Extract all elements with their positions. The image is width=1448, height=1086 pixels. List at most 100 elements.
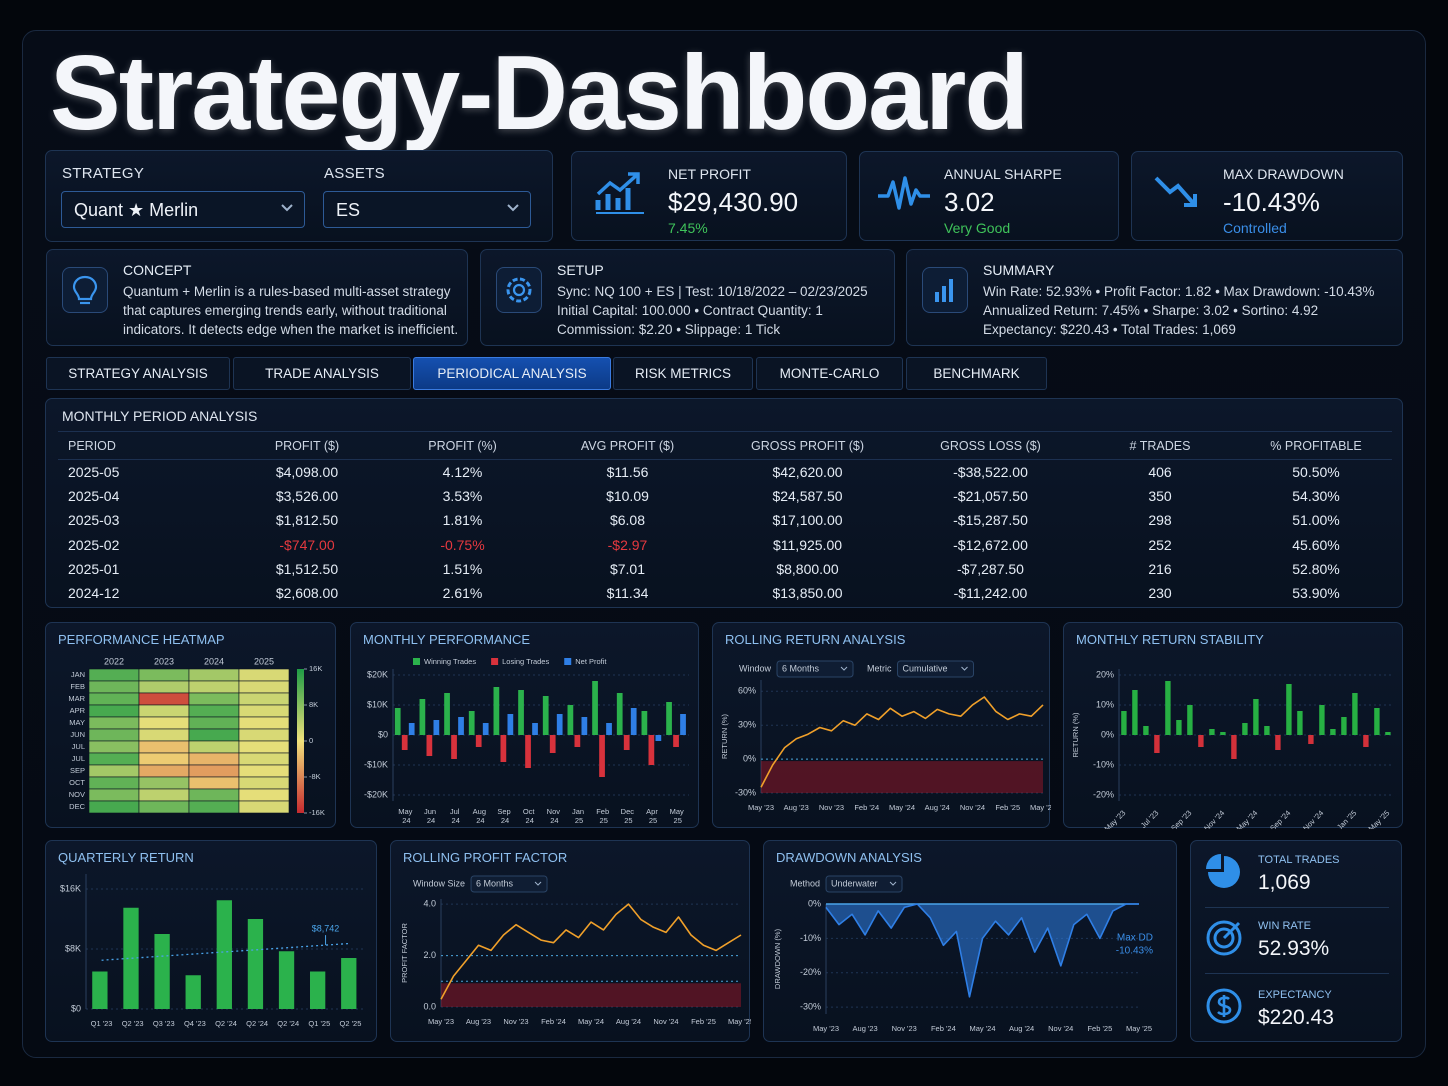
chart: 0% -10% -20% -30% DRAWDOWN (%) Method Underwat… bbox=[773, 875, 1153, 1033]
bar bbox=[1253, 699, 1259, 735]
table-cell: -$747.00 bbox=[279, 536, 335, 553]
table-cell: $11.56 bbox=[606, 463, 649, 480]
bar bbox=[1121, 711, 1127, 735]
heat-cell bbox=[88, 716, 140, 730]
x-tick-label: Nov '24 bbox=[1202, 808, 1226, 829]
table-cell: 2025-01 bbox=[68, 560, 120, 577]
table-cell: 45.60% bbox=[1292, 536, 1340, 553]
table-row: 2025-05 $4,098.00 4.12% $11.56 $42,620.00 -$3… bbox=[58, 460, 1392, 484]
column-header: PROFIT (%) bbox=[384, 431, 541, 460]
assets-dropdown[interactable]: ES bbox=[323, 191, 531, 228]
control-label: Window bbox=[739, 663, 772, 673]
kpi-card: ANNUAL SHARPE 3.02 Very Good bbox=[859, 151, 1119, 241]
tab[interactable]: TRADE ANALYSIS bbox=[233, 357, 411, 390]
kpi-note: Controlled bbox=[1223, 220, 1287, 236]
strategy-dropdown[interactable]: Quant ★ Merlin bbox=[61, 191, 305, 228]
bar bbox=[1176, 720, 1182, 735]
x-tick-label: Nov '23 bbox=[819, 803, 844, 812]
bulb-icon bbox=[72, 275, 98, 305]
chart-panel: ROLLING PROFIT FACTOR 4.0 2.0 0.0 PROFIT FAC… bbox=[390, 840, 751, 1042]
divider bbox=[1205, 907, 1389, 908]
bar bbox=[458, 717, 464, 735]
x-tick-label: Feb '25 bbox=[691, 1017, 716, 1026]
control-dropdown[interactable] bbox=[897, 660, 975, 678]
heat-cell bbox=[188, 728, 240, 742]
period-table: PERIOD PROFIT ($) PROFIT (%) AVG PROFIT ($)… bbox=[58, 431, 1392, 605]
stat-label: EXPECTANCY bbox=[1258, 989, 1332, 1001]
icon-box bbox=[922, 267, 968, 313]
bar bbox=[648, 735, 655, 765]
line bbox=[440, 903, 742, 1000]
target-icon bbox=[1206, 920, 1242, 956]
table-cell: $7.01 bbox=[609, 560, 646, 577]
info-line: Expectancy: $220.43 • Total Trades: 1,06… bbox=[983, 322, 1236, 337]
y-tick-label: -10% bbox=[800, 933, 821, 943]
y-tick-label: 0% bbox=[743, 753, 756, 763]
chart: 60% 30% 0% -30% RETURN (%) Window 6 Months Metr… bbox=[720, 660, 1051, 812]
table-cell: -0.75% bbox=[440, 536, 485, 553]
table-cell: $11,925.00 bbox=[772, 536, 843, 553]
control-dropdown[interactable] bbox=[776, 660, 854, 678]
heat-cell bbox=[138, 776, 190, 790]
pie-icon bbox=[1206, 854, 1240, 888]
bar bbox=[655, 735, 662, 741]
table-cell: 4.12% bbox=[442, 463, 483, 480]
table-cell: -$7,287.50 bbox=[957, 560, 1024, 577]
kpi-value: 3.02 bbox=[944, 187, 995, 217]
legend-swatch bbox=[564, 658, 572, 665]
colorbar-label: 16K bbox=[309, 664, 322, 673]
heat-cell bbox=[238, 788, 290, 802]
stat-value: $220.43 bbox=[1258, 1006, 1334, 1029]
x-tick-label: Sep 24 bbox=[497, 807, 510, 825]
heat-cell bbox=[88, 800, 140, 814]
stats-panel: TOTAL TRADES 1,069 WIN RATE 52.93% EXPEC… bbox=[1190, 840, 1402, 1042]
control-dropdown[interactable] bbox=[825, 875, 903, 893]
tab[interactable]: RISK METRICS bbox=[613, 357, 753, 390]
x-tick-label: Aug '24 bbox=[1009, 1024, 1034, 1033]
bar bbox=[680, 714, 686, 735]
x-tick-label: May '23 bbox=[813, 1024, 839, 1033]
bar bbox=[92, 971, 108, 1009]
table-cell: $17,100.00 bbox=[772, 512, 843, 529]
bar bbox=[1154, 735, 1160, 753]
bar bbox=[549, 735, 556, 753]
chart-title: ROLLING PROFIT FACTOR bbox=[403, 850, 568, 865]
tab[interactable]: MONTE-CARLO bbox=[756, 357, 903, 390]
header-row: PERIOD PROFIT ($) PROFIT (%) AVG PROFIT ($)… bbox=[58, 431, 1392, 460]
control-value: Underwater bbox=[831, 878, 878, 888]
chart-title: MONTHLY RETURN STABILITY bbox=[1076, 632, 1264, 647]
x-tick-label: Jun 24 bbox=[424, 807, 436, 825]
chevron bbox=[507, 204, 519, 212]
table-cell: $24,587.50 bbox=[772, 487, 843, 504]
heat-cell bbox=[188, 680, 240, 694]
bar bbox=[247, 919, 264, 1009]
bar bbox=[1165, 681, 1171, 735]
bar bbox=[401, 735, 408, 750]
heat-cell bbox=[238, 800, 290, 814]
tab[interactable]: PERIODICAL ANALYSIS bbox=[413, 357, 611, 390]
chart: 2022 2023 2024 2025 JAN FEB MAR APR MAY JUN JUL JUL… bbox=[68, 656, 325, 817]
chart-panel: MONTHLY PERFORMANCE $20K $10K $0 -$10K -$20K M… bbox=[350, 622, 699, 828]
chevron bbox=[961, 666, 968, 671]
table-cell: 51.00% bbox=[1292, 512, 1340, 529]
bar bbox=[567, 705, 574, 735]
x-tick-label: Aug 24 bbox=[473, 807, 486, 825]
risk-zone bbox=[761, 761, 1043, 793]
control-label: Window Size bbox=[413, 878, 465, 888]
control-dropdown[interactable] bbox=[470, 875, 548, 893]
x-tick-label: 2025 bbox=[254, 656, 274, 666]
bar bbox=[1374, 708, 1380, 735]
colorbar-label: 0 bbox=[309, 736, 313, 745]
tab[interactable]: STRATEGY ANALYSIS bbox=[46, 357, 230, 390]
x-tick-label: May '25 bbox=[1126, 1024, 1152, 1033]
heat-cell bbox=[88, 680, 140, 694]
bar bbox=[1385, 732, 1391, 735]
x-tick-label: Feb '24 bbox=[541, 1017, 566, 1026]
heat-cell bbox=[138, 680, 190, 694]
filter-label: STRATEGY bbox=[62, 165, 145, 182]
y-tick-label: MAY bbox=[69, 718, 85, 727]
table-cell: $11.34 bbox=[606, 585, 649, 602]
x-tick-label: Jan '25 bbox=[1335, 808, 1358, 829]
info-card: SETUP Sync: NQ 100 + ES | Test: 10/18/202… bbox=[480, 249, 895, 346]
tab[interactable]: BENCHMARK bbox=[906, 357, 1047, 390]
